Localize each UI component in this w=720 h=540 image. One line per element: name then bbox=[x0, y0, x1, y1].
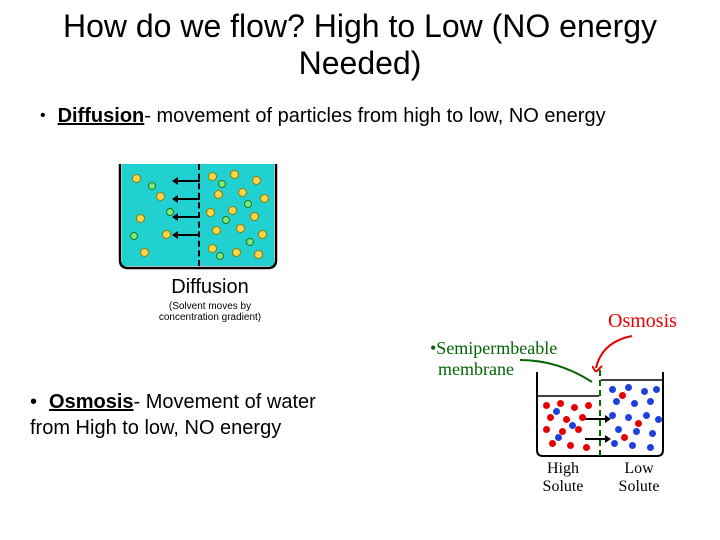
red-solute-icon bbox=[579, 414, 586, 421]
red-solute-icon bbox=[543, 426, 550, 433]
semi-line1: •Semipermbeable bbox=[430, 338, 557, 358]
flow-arrow-icon bbox=[178, 198, 200, 200]
red-solute-icon bbox=[619, 392, 626, 399]
yellow-particle-icon bbox=[232, 248, 241, 257]
bullet-diffusion: • Diffusion- movement of particles from … bbox=[0, 104, 720, 129]
bullet-diffusion-text: Diffusion- movement of particles from hi… bbox=[58, 104, 606, 129]
yellow-particle-icon bbox=[136, 214, 145, 223]
yellow-particle-icon bbox=[214, 190, 223, 199]
red-solute-icon bbox=[583, 444, 590, 451]
yellow-particle-icon bbox=[212, 226, 221, 235]
blue-water-icon bbox=[625, 414, 632, 421]
caption-high: High Solute bbox=[538, 460, 588, 495]
diffusion-rest: - movement of particles from high to low… bbox=[144, 105, 605, 127]
blue-water-icon bbox=[647, 398, 654, 405]
blue-water-icon bbox=[653, 386, 660, 393]
term-diffusion: Diffusion bbox=[58, 105, 145, 127]
blue-water-icon bbox=[641, 388, 648, 395]
bullet-osmosis-text: Osmosis- Movement of water bbox=[49, 390, 316, 415]
blue-water-icon bbox=[633, 428, 640, 435]
green-particle-icon bbox=[130, 232, 138, 240]
yellow-particle-icon bbox=[236, 224, 245, 233]
blue-water-icon bbox=[555, 434, 562, 441]
green-particle-icon bbox=[166, 208, 174, 216]
blue-water-icon bbox=[643, 412, 650, 419]
term-osmosis: Osmosis bbox=[49, 391, 133, 413]
yellow-particle-icon bbox=[132, 174, 141, 183]
solute-label: Solute bbox=[619, 478, 660, 495]
red-solute-icon bbox=[575, 426, 582, 433]
green-particle-icon bbox=[148, 182, 156, 190]
green-particle-icon bbox=[246, 238, 254, 246]
yellow-particle-icon bbox=[252, 176, 261, 185]
low-label: Low bbox=[624, 460, 653, 477]
green-particle-icon bbox=[222, 216, 230, 224]
osmosis-membrane bbox=[599, 370, 601, 456]
red-solute-icon bbox=[621, 434, 628, 441]
red-solute-icon bbox=[549, 440, 556, 447]
yellow-particle-icon bbox=[238, 188, 247, 197]
diffusion-sub1: (Solvent moves by bbox=[100, 301, 320, 312]
red-solute-icon bbox=[543, 402, 550, 409]
yellow-particle-icon bbox=[260, 194, 269, 203]
green-particle-icon bbox=[216, 252, 224, 260]
bullet-dot: • bbox=[40, 104, 46, 129]
osmosis-title-label: Osmosis bbox=[608, 310, 677, 333]
yellow-particle-icon bbox=[208, 172, 217, 181]
blue-water-icon bbox=[631, 400, 638, 407]
yellow-particle-icon bbox=[206, 208, 215, 217]
blue-water-icon bbox=[649, 430, 656, 437]
yellow-particle-icon bbox=[228, 206, 237, 215]
osmosis-rest: - Movement of water bbox=[134, 391, 316, 413]
bullet-dot: • bbox=[30, 390, 37, 415]
bullet-osmosis: • Osmosis- Movement of water bbox=[30, 390, 390, 415]
osmosis-continuation: from High to low, NO energy bbox=[30, 417, 390, 440]
slide-title: How do we flow? High to Low (NO energy N… bbox=[0, 0, 720, 94]
blue-water-icon bbox=[613, 398, 620, 405]
blue-water-icon bbox=[655, 416, 662, 423]
semi-line2: membrane bbox=[430, 359, 514, 379]
blue-water-icon bbox=[647, 444, 654, 451]
diffusion-label: Diffusion bbox=[100, 276, 320, 299]
yellow-particle-icon bbox=[254, 250, 263, 259]
yellow-particle-icon bbox=[162, 230, 171, 239]
yellow-particle-icon bbox=[230, 170, 239, 179]
red-solute-icon bbox=[585, 402, 592, 409]
green-particle-icon bbox=[218, 180, 226, 188]
yellow-particle-icon bbox=[156, 192, 165, 201]
osmosis-text-block: • Osmosis- Movement of water from High t… bbox=[30, 390, 390, 440]
yellow-particle-icon bbox=[208, 244, 217, 253]
red-solute-icon bbox=[567, 442, 574, 449]
red-solute-icon bbox=[571, 404, 578, 411]
yellow-particle-icon bbox=[250, 212, 259, 221]
osmosis-arrow-icon bbox=[592, 332, 642, 372]
solute-label: Solute bbox=[543, 478, 584, 495]
high-label: High bbox=[547, 460, 579, 477]
red-solute-icon bbox=[547, 414, 554, 421]
green-particle-icon bbox=[244, 200, 252, 208]
blue-water-icon bbox=[615, 426, 622, 433]
red-solute-icon bbox=[635, 420, 642, 427]
diffusion-sub2: concentration gradient) bbox=[100, 312, 320, 323]
red-solute-icon bbox=[563, 416, 570, 423]
blue-water-icon bbox=[611, 440, 618, 447]
osmosis-beaker bbox=[535, 368, 665, 458]
water-flow-arrow-icon bbox=[585, 438, 605, 440]
blue-water-icon bbox=[553, 408, 560, 415]
diffusion-beaker bbox=[118, 160, 278, 270]
caption-low: Low Solute bbox=[614, 460, 664, 495]
diffusion-figure: Diffusion (Solvent moves by concentratio… bbox=[100, 160, 320, 323]
red-solute-icon bbox=[557, 400, 564, 407]
blue-water-icon bbox=[609, 412, 616, 419]
flow-arrow-icon bbox=[178, 216, 200, 218]
blue-water-icon bbox=[609, 386, 616, 393]
blue-water-icon bbox=[629, 442, 636, 449]
flow-arrow-icon bbox=[178, 180, 200, 182]
water-flow-arrow-icon bbox=[585, 418, 605, 420]
blue-water-icon bbox=[625, 384, 632, 391]
blue-water-icon bbox=[569, 422, 576, 429]
yellow-particle-icon bbox=[258, 230, 267, 239]
yellow-particle-icon bbox=[140, 248, 149, 257]
flow-arrow-icon bbox=[178, 234, 200, 236]
